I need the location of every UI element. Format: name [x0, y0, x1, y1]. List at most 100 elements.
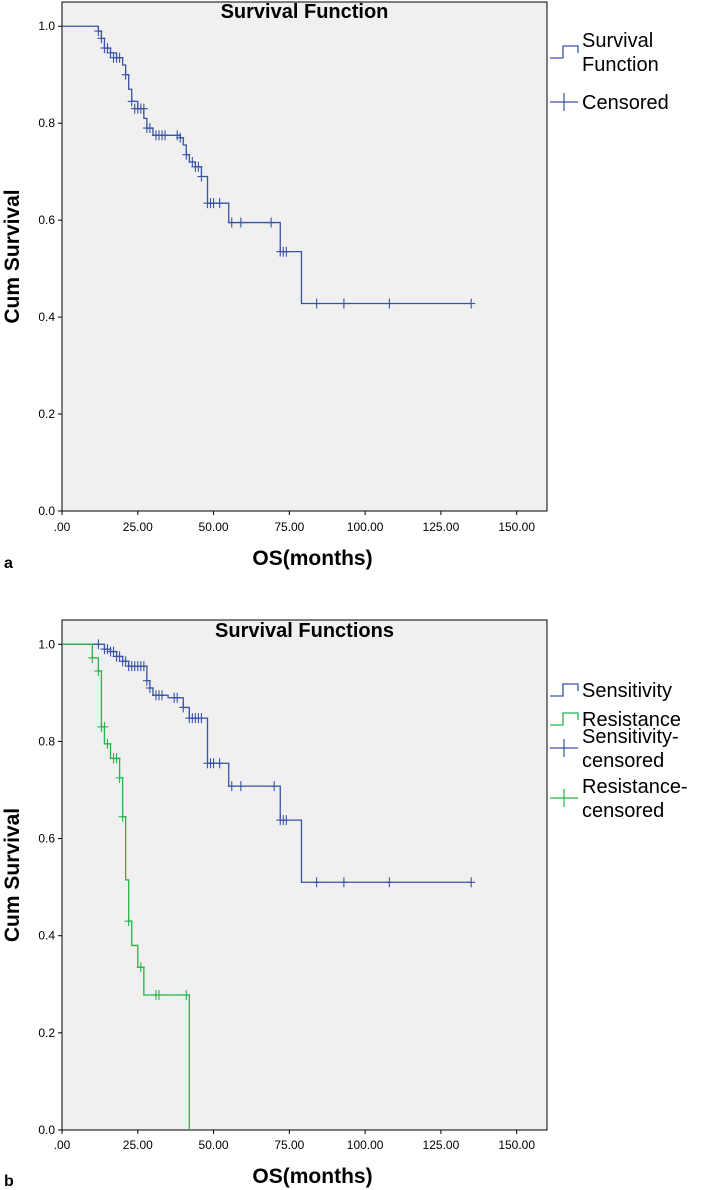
- x-tick-label: .00: [54, 520, 71, 534]
- plot-area: [61, 619, 548, 1131]
- censored-marker: [312, 298, 321, 309]
- censored-marker: [127, 96, 136, 107]
- y-tick-label: 0.8: [38, 734, 55, 748]
- censored-marker: [155, 989, 163, 1000]
- censored-marker: [158, 690, 167, 701]
- legend-label: Censored: [582, 92, 669, 114]
- censored-marker: [112, 753, 121, 764]
- censored-marker: [124, 916, 133, 927]
- censored-marker: [94, 639, 103, 650]
- y-tick-label: 0.4: [38, 929, 55, 943]
- censored-marker: [136, 962, 145, 973]
- censored-marker: [182, 149, 191, 160]
- panel-label: b: [4, 1173, 14, 1190]
- censored-marker: [236, 781, 245, 792]
- censored-marker: [227, 781, 236, 792]
- legend-step-symbol: [550, 45, 579, 59]
- y-axis-label: Cum Survival: [1, 808, 24, 942]
- censored-marker: [115, 772, 124, 783]
- legend-item: Resistance-censored: [550, 776, 688, 822]
- plot-area: [61, 1, 548, 512]
- x-tick-label: 50.00: [199, 520, 229, 534]
- y-tick-label: 0.6: [38, 213, 55, 227]
- x-axis-label: OS(months): [252, 547, 372, 570]
- y-tick-label: 0.2: [38, 1026, 55, 1040]
- chart-panel-a: Survival Function 0.0 0.2 0.4 0.6 0.8 1.0 .00 25…: [1, 1, 669, 572]
- y-tick-label: 0.6: [38, 832, 55, 846]
- x-tick-label: .00: [54, 1138, 71, 1152]
- censored-marker: [103, 738, 112, 749]
- censored-marker: [139, 103, 148, 114]
- legend-item: Sensitivity-censored: [550, 726, 679, 772]
- censored-marker: [161, 130, 170, 141]
- x-tick-label: 25.00: [123, 1138, 153, 1152]
- y-tick-label: 0.0: [38, 504, 55, 518]
- censored-marker: [227, 217, 236, 228]
- y-tick-label: 1.0: [38, 637, 55, 651]
- censored-marker: [385, 877, 394, 888]
- legend-label: Sensitivity-: [582, 726, 679, 748]
- x-tick-label: 125.00: [423, 520, 460, 534]
- legend-step-symbol: [550, 683, 579, 697]
- panel-label: a: [4, 555, 13, 572]
- legend-item: Resistance: [550, 709, 681, 731]
- censored-marker: [467, 877, 476, 888]
- x-tick-label: 75.00: [274, 520, 304, 534]
- legend-label: censored: [582, 800, 664, 822]
- x-tick-label: 150.00: [498, 520, 535, 534]
- y-tick-label: 0.4: [38, 310, 55, 324]
- legend-step-symbol: [550, 712, 579, 726]
- censored-marker: [94, 666, 103, 676]
- censored-marker: [270, 781, 279, 792]
- x-tick-label: 150.00: [498, 1138, 535, 1152]
- censored-marker: [215, 198, 224, 209]
- x-tick-label: 25.00: [123, 520, 153, 534]
- legend-label: Resistance: [582, 709, 681, 731]
- chart-panel-b: Survival Functions 0.0 0.2 0.4 0.6 0.8 1.0 .00 2…: [1, 619, 688, 1190]
- y-tick-label: 0.0: [38, 1123, 55, 1137]
- censored-marker: [145, 683, 154, 693]
- x-tick-label: 100.00: [347, 520, 384, 534]
- censored-marker: [339, 298, 348, 309]
- censored-marker: [467, 298, 476, 309]
- censored-marker: [197, 713, 206, 724]
- x-tick-label: 50.00: [199, 1138, 229, 1152]
- chart-title: Survival Function: [221, 1, 389, 23]
- censored-marker: [88, 652, 97, 663]
- censored-marker: [145, 123, 154, 134]
- censored-marker: [267, 217, 276, 228]
- censored-marker: [312, 877, 321, 888]
- censored-marker: [236, 217, 245, 228]
- censored-marker: [139, 661, 148, 672]
- y-tick-label: 1.0: [38, 19, 55, 33]
- censored-marker: [182, 989, 191, 1000]
- legend-label: censored: [582, 750, 664, 772]
- y-tick-label: 0.8: [38, 116, 55, 130]
- chart-title: Survival Functions: [215, 620, 394, 642]
- legend-label: Sensitivity: [582, 680, 672, 702]
- x-axis-label: OS(months): [252, 1165, 372, 1188]
- x-tick-label: 100.00: [347, 1138, 384, 1152]
- censored-marker: [94, 26, 103, 37]
- censored-marker: [100, 721, 109, 732]
- censored-marker: [282, 815, 291, 826]
- censored-marker: [118, 811, 127, 822]
- censored-marker: [385, 298, 394, 309]
- legend-item: Censored: [550, 92, 669, 114]
- legend-label: Function: [582, 54, 659, 76]
- censored-marker: [176, 132, 185, 143]
- censored-marker: [215, 758, 224, 769]
- censored-marker: [97, 33, 106, 44]
- censored-marker: [194, 161, 203, 172]
- censored-marker: [282, 246, 291, 257]
- censored-marker: [115, 52, 124, 63]
- censored-marker: [179, 702, 188, 713]
- legend-item: Sensitivity: [550, 680, 672, 702]
- censored-marker: [121, 69, 130, 80]
- censored-marker: [142, 675, 151, 686]
- legend-label: Survival: [582, 30, 653, 52]
- censored-marker: [197, 171, 206, 182]
- censored-marker: [173, 692, 182, 703]
